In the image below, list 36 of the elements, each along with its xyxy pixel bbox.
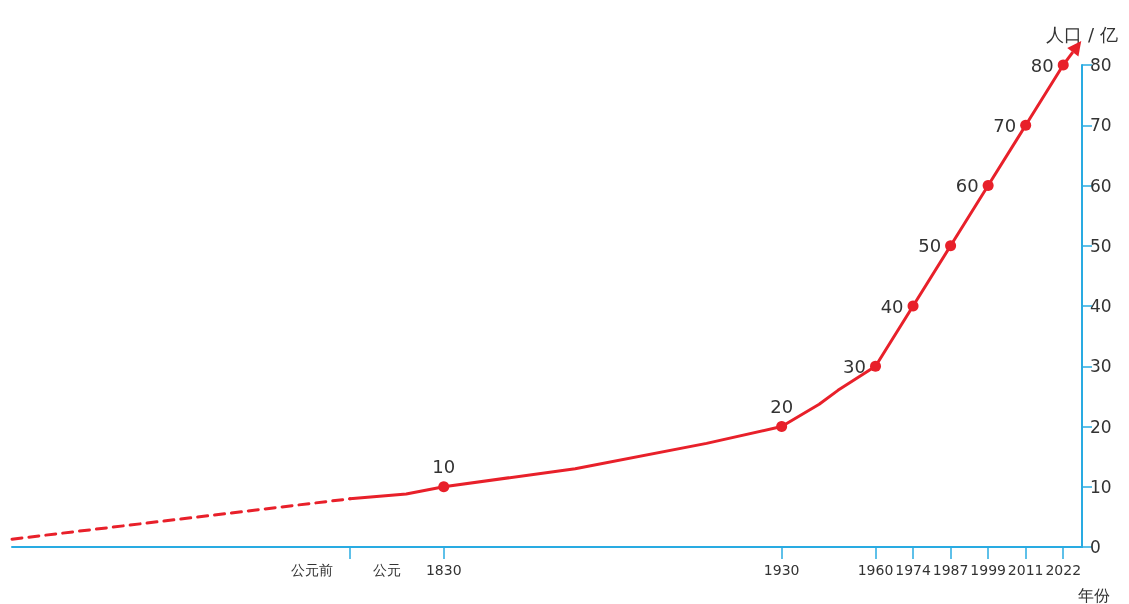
data-label: 50	[918, 235, 942, 257]
x-tick-label: 1830	[425, 562, 462, 578]
point	[1020, 119, 1032, 131]
data-label: 10	[432, 455, 456, 477]
y-tick-label: 60	[1090, 175, 1112, 196]
x-tick-label: 公元前	[291, 562, 334, 578]
x-axis-title: 年份	[1078, 585, 1110, 604]
point	[870, 360, 882, 372]
y-tick-label: 10	[1090, 476, 1112, 497]
x-tick-label: 2011	[1007, 562, 1044, 578]
data-label: 20	[770, 395, 794, 417]
x-tick-label: 1999	[970, 562, 1006, 578]
point	[776, 421, 788, 432]
y-tick-label: 50	[1090, 235, 1112, 256]
y-axis-title: 人口 / 亿	[1046, 23, 1118, 45]
data-label: 40	[880, 295, 904, 317]
x-tick-label: 1930	[763, 562, 800, 578]
x-tick-label: 公元	[373, 562, 402, 578]
point	[907, 300, 919, 312]
x-tick-label: 1974	[895, 562, 931, 578]
y-tick-label: 40	[1090, 296, 1112, 316]
y-tick-label: 70	[1090, 115, 1112, 136]
point	[945, 240, 957, 252]
data-label: 60	[955, 175, 979, 196]
y-tick-label: 20	[1090, 416, 1112, 437]
y-tick-label: 80	[1090, 55, 1112, 75]
x-tick-label: 1960	[857, 562, 894, 578]
data-label: 70	[993, 114, 1017, 136]
point	[438, 481, 450, 493]
y-tick-label: 30	[1090, 356, 1112, 377]
point	[982, 180, 994, 191]
x-tick-label: 2022	[1045, 562, 1082, 578]
data-label: 80	[1030, 54, 1054, 76]
x-tick-label: 1987	[932, 562, 969, 578]
y-tick-label: 0	[1090, 537, 1101, 557]
data-label: 30	[843, 355, 867, 377]
